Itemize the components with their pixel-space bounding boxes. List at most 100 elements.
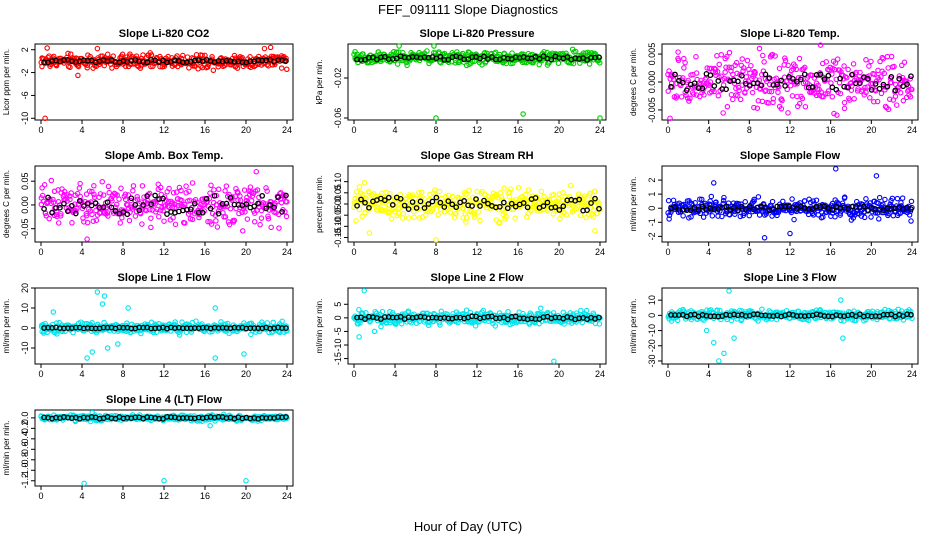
hourly-mean-points <box>41 56 289 66</box>
data-point <box>105 183 112 190</box>
data-point <box>733 59 740 66</box>
mean-point <box>892 87 899 94</box>
data-point <box>555 60 562 67</box>
x-tick-label: 24 <box>907 247 917 257</box>
mean-point <box>735 78 741 85</box>
x-tick-label: 0 <box>665 125 670 135</box>
mean-point <box>405 206 412 212</box>
mean-point <box>496 203 503 210</box>
data-point <box>789 93 796 99</box>
outlier-point <box>787 230 793 237</box>
x-tick-label: 0 <box>351 369 356 379</box>
y-tick-label: -10 <box>647 324 657 337</box>
mean-point <box>695 207 702 213</box>
mean-point <box>283 192 289 199</box>
mean-point <box>683 87 690 94</box>
data-point <box>869 80 876 87</box>
data-point <box>170 214 176 221</box>
mean-point <box>92 200 99 206</box>
mean-point <box>461 198 467 204</box>
data-point <box>577 212 584 219</box>
data-point <box>684 95 691 101</box>
mean-point <box>275 194 281 201</box>
x-tick-label: 20 <box>554 125 564 135</box>
data-point <box>524 214 530 220</box>
data-point <box>242 209 248 215</box>
data-point <box>868 214 874 220</box>
data-point <box>43 213 50 219</box>
data-point <box>215 186 222 192</box>
data-point <box>283 213 290 220</box>
data-point <box>130 187 136 194</box>
data-point <box>728 317 735 324</box>
data-point <box>226 221 233 228</box>
data-point <box>881 70 888 77</box>
outlier-point <box>84 236 90 242</box>
data-point <box>575 191 582 197</box>
data-point <box>263 185 269 191</box>
data-point <box>100 192 107 198</box>
data-point <box>520 51 527 57</box>
data-point <box>495 194 501 201</box>
outlier-point <box>597 115 603 121</box>
data-point <box>134 196 141 203</box>
data-point <box>222 214 229 220</box>
x-tick-label: 20 <box>554 247 564 257</box>
data-point <box>282 209 288 215</box>
plot-frame <box>661 287 919 365</box>
data-point <box>572 48 579 55</box>
data-point <box>794 81 800 87</box>
data-point <box>398 321 405 327</box>
data-point <box>797 200 803 206</box>
mean-point <box>187 206 194 213</box>
mean-point <box>211 192 218 199</box>
outlier-point <box>667 115 673 122</box>
outlier-point <box>520 111 526 117</box>
data-point <box>181 201 188 208</box>
mean-point <box>770 206 777 213</box>
x-tick-label: 0 <box>665 369 670 379</box>
mean-point <box>908 311 914 318</box>
outlier-point <box>592 228 598 234</box>
mean-point <box>672 204 678 210</box>
mean-point <box>576 196 582 203</box>
mean-point <box>829 84 836 91</box>
mean-point <box>766 75 773 81</box>
data-point <box>503 213 509 220</box>
mean-point <box>746 203 753 210</box>
x-tick-label: 20 <box>866 247 876 257</box>
data-point <box>831 110 837 117</box>
data-point <box>751 196 757 203</box>
data-point <box>744 57 751 64</box>
data-point <box>199 52 205 59</box>
mean-point <box>782 83 788 89</box>
y-tick-label: 2 <box>647 178 657 183</box>
data-point <box>180 52 186 59</box>
x-tick-label: 8 <box>120 247 125 257</box>
data-point <box>388 216 395 222</box>
y-axis-label: ml/min per min. <box>629 177 638 232</box>
outlier-point <box>253 168 260 175</box>
mean-point <box>707 72 714 79</box>
data-point <box>102 209 108 216</box>
outlier-point <box>212 355 219 361</box>
data-point <box>400 210 407 217</box>
data-point <box>166 204 172 211</box>
outlier-point <box>396 43 402 49</box>
y-tick-label: -1.2 <box>20 473 30 489</box>
data-point <box>867 95 873 101</box>
data-point <box>763 87 769 93</box>
outlier-point <box>710 180 717 186</box>
data-point <box>801 198 808 204</box>
mean-point <box>124 211 131 218</box>
y-axis-label: degrees C per min. <box>629 48 638 116</box>
x-tick-label: 8 <box>433 369 438 379</box>
data-point <box>157 184 164 191</box>
data-point <box>886 210 892 217</box>
data-point <box>737 96 744 103</box>
data-point <box>722 69 728 75</box>
